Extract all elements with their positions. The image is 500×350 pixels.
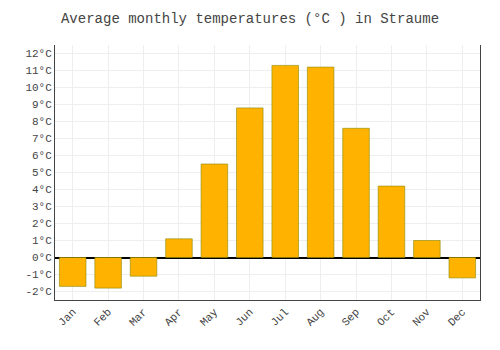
svg-text:May: May	[198, 306, 221, 329]
svg-text:Sep: Sep	[340, 306, 362, 328]
svg-text:11°C: 11°C	[25, 65, 52, 77]
svg-text:7°C: 7°C	[32, 133, 52, 145]
svg-text:Mar: Mar	[127, 306, 149, 328]
svg-text:-2°C: -2°C	[25, 286, 52, 298]
svg-text:0°C: 0°C	[32, 252, 52, 264]
svg-text:Apr: Apr	[162, 306, 184, 328]
svg-text:1°C: 1°C	[32, 235, 52, 247]
svg-text:4°C: 4°C	[32, 184, 52, 196]
svg-text:12°C: 12°C	[25, 48, 52, 60]
svg-text:Aug: Aug	[304, 306, 326, 328]
svg-text:6°C: 6°C	[32, 150, 52, 162]
svg-text:5°C: 5°C	[32, 167, 52, 179]
svg-text:Average monthly temperatures (: Average monthly temperatures (°C ) in St…	[61, 11, 439, 27]
svg-text:Jun: Jun	[233, 306, 255, 328]
svg-text:Feb: Feb	[92, 306, 114, 328]
svg-text:Jan: Jan	[56, 306, 78, 328]
svg-text:Dec: Dec	[446, 306, 468, 328]
svg-text:10°C: 10°C	[25, 82, 52, 94]
svg-text:-1°C: -1°C	[25, 269, 52, 281]
svg-text:9°C: 9°C	[32, 99, 52, 111]
svg-text:2°C: 2°C	[32, 218, 52, 230]
svg-text:Jul: Jul	[269, 306, 291, 328]
svg-text:Oct: Oct	[375, 306, 397, 328]
svg-text:8°C: 8°C	[32, 116, 52, 128]
svg-text:3°C: 3°C	[32, 201, 52, 213]
svg-text:Nov: Nov	[410, 306, 433, 329]
